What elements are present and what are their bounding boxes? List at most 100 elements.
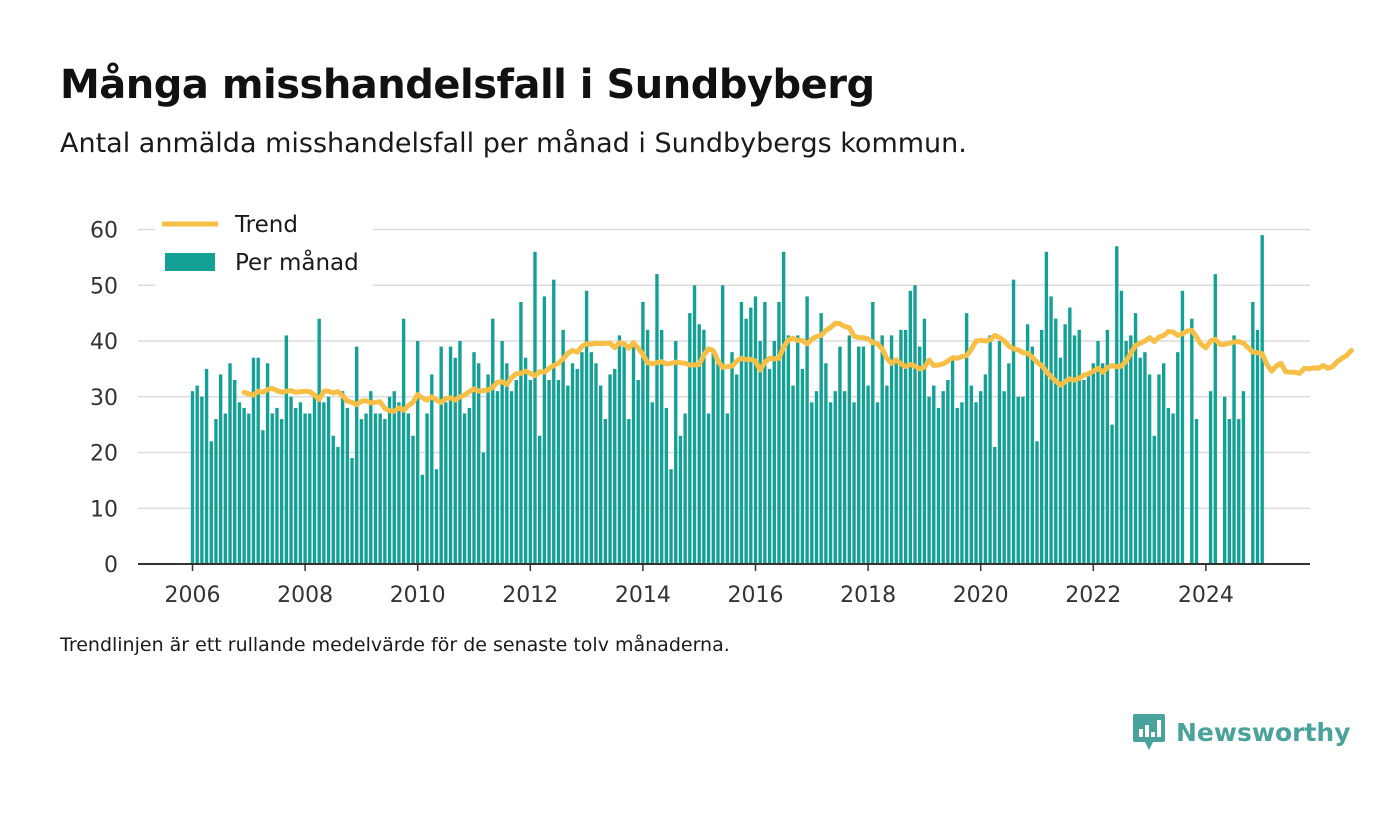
bar <box>603 419 608 564</box>
bar <box>270 413 274 564</box>
bar <box>1251 301 1255 564</box>
trend-series <box>241 320 1354 414</box>
bar <box>1044 251 1049 565</box>
bar <box>397 402 401 564</box>
bar <box>303 413 307 564</box>
bar <box>340 391 345 564</box>
bar <box>1157 374 1161 564</box>
bar <box>1227 419 1232 564</box>
bar <box>1152 435 1156 564</box>
bar <box>875 402 880 564</box>
bar <box>566 385 570 564</box>
bar <box>261 430 265 564</box>
bar <box>880 335 884 564</box>
bar <box>1180 290 1185 564</box>
bar <box>1138 357 1142 564</box>
bar <box>720 285 725 564</box>
bar <box>674 341 678 564</box>
bar <box>857 346 861 564</box>
bar <box>1166 407 1171 564</box>
bar <box>941 391 945 564</box>
bar <box>383 419 387 564</box>
bar <box>697 324 701 564</box>
bar <box>885 385 889 564</box>
bar <box>514 380 518 564</box>
bar <box>622 346 626 564</box>
bar <box>683 413 687 564</box>
x-tick-label: 2012 <box>502 583 558 608</box>
bar <box>204 368 209 565</box>
bar <box>1011 279 1016 564</box>
bar <box>749 307 753 564</box>
bar <box>889 335 894 564</box>
bar <box>1129 335 1133 564</box>
bar <box>988 335 992 564</box>
bar <box>495 391 500 564</box>
bar <box>509 391 514 564</box>
bar <box>275 407 279 564</box>
bar <box>716 363 720 564</box>
bar <box>786 335 791 564</box>
bar <box>1021 396 1025 564</box>
bar <box>242 407 246 564</box>
trend-line <box>241 320 1354 414</box>
bar <box>1072 335 1077 564</box>
bar <box>1100 363 1105 564</box>
bar <box>359 419 364 564</box>
y-tick-label: 10 <box>90 497 118 522</box>
bar <box>195 385 199 564</box>
bar <box>964 313 969 565</box>
bar <box>1161 363 1166 564</box>
bar <box>284 335 289 564</box>
footnote: Trendlinjen är ett rullande medelvärde f… <box>60 634 730 656</box>
bar <box>598 385 603 564</box>
bar <box>453 357 457 564</box>
bar <box>1255 329 1260 564</box>
bar <box>467 407 471 564</box>
bar <box>542 296 547 564</box>
bar <box>613 368 617 565</box>
bar <box>706 413 711 564</box>
bar <box>922 318 927 564</box>
bar <box>1241 391 1246 564</box>
bar <box>289 396 293 564</box>
y-tick-label: 30 <box>90 386 118 411</box>
bar <box>580 352 584 564</box>
bar <box>458 341 462 564</box>
bar <box>1086 374 1091 564</box>
bar <box>1208 391 1213 564</box>
bar <box>950 357 955 564</box>
bar <box>200 396 204 564</box>
bar <box>678 435 683 564</box>
bar <box>190 391 195 564</box>
bar <box>979 391 983 564</box>
bar <box>570 363 575 564</box>
bar <box>228 363 232 564</box>
bar <box>796 335 800 564</box>
bar <box>936 407 941 564</box>
bar <box>477 363 481 564</box>
bar <box>584 290 589 564</box>
bar <box>838 346 842 564</box>
bar <box>547 380 551 564</box>
x-tick-label: 2024 <box>1178 583 1234 608</box>
legend-background <box>155 200 373 286</box>
bar <box>871 301 875 564</box>
bar <box>1035 441 1039 564</box>
bar <box>589 352 593 564</box>
bar <box>955 407 959 564</box>
bar <box>378 413 382 564</box>
brand-chart-icon <box>1133 714 1165 750</box>
bar <box>481 452 486 564</box>
chart-title: Många misshandelsfall i Sundbyberg <box>60 62 875 108</box>
bar <box>331 435 335 564</box>
bar <box>772 341 776 564</box>
bar <box>725 413 730 564</box>
bar <box>1030 346 1034 564</box>
bar <box>1063 324 1067 564</box>
bar <box>326 396 331 564</box>
bar <box>528 380 532 564</box>
bar <box>448 346 453 564</box>
brand-logo: Newsworthy <box>1132 712 1351 752</box>
bar <box>969 385 974 564</box>
